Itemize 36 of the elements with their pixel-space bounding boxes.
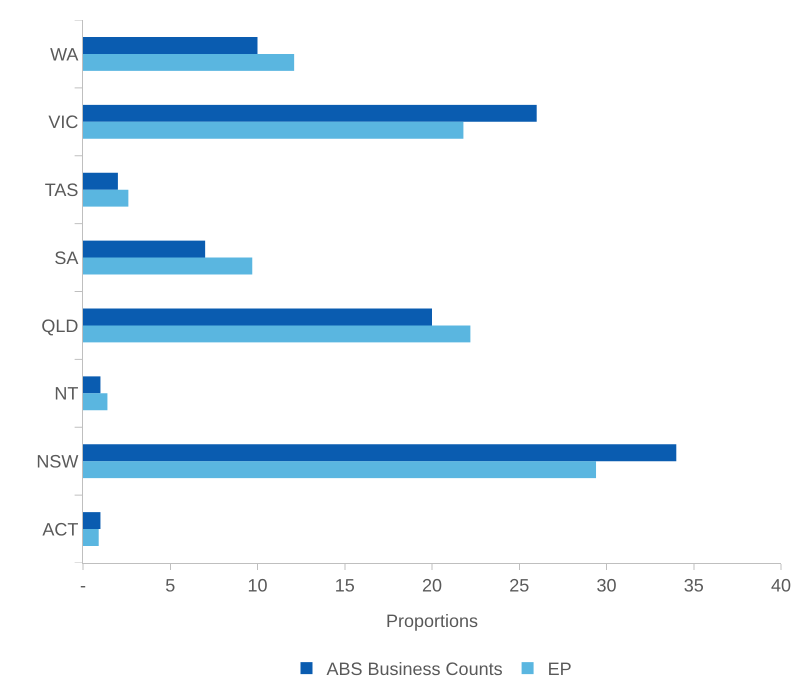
y-tick-label: NT bbox=[54, 384, 78, 404]
y-tick-label: ACT bbox=[42, 519, 78, 540]
x-tick-label: 30 bbox=[596, 576, 617, 596]
bar bbox=[83, 190, 128, 207]
y-tick-label: WA bbox=[50, 44, 78, 64]
bar bbox=[83, 172, 118, 190]
bar bbox=[83, 54, 294, 71]
bar bbox=[83, 393, 108, 410]
bar bbox=[83, 258, 252, 275]
x-tick-label: - bbox=[80, 576, 86, 596]
x-tick-label: 15 bbox=[334, 576, 355, 596]
bar bbox=[83, 461, 596, 478]
x-tick-label: 25 bbox=[509, 576, 530, 596]
bar bbox=[83, 36, 258, 54]
bar bbox=[83, 325, 470, 342]
x-tick-label: 5 bbox=[165, 576, 176, 596]
bar bbox=[83, 529, 99, 546]
y-tick-label: QLD bbox=[41, 316, 78, 336]
bar bbox=[83, 376, 100, 394]
x-tick-label: 40 bbox=[770, 576, 792, 596]
bar bbox=[83, 122, 464, 139]
bar bbox=[83, 104, 537, 122]
x-tick-label: 35 bbox=[684, 576, 704, 596]
y-tick-label: VIC bbox=[48, 112, 78, 132]
y-tick-label: NSW bbox=[36, 451, 78, 472]
bar bbox=[83, 512, 100, 530]
legend-label: EP bbox=[548, 659, 572, 680]
y-tick-label: SA bbox=[54, 248, 78, 268]
x-axis-title: Proportions bbox=[386, 611, 478, 631]
y-tick-label: TAS bbox=[44, 180, 78, 200]
bar bbox=[83, 444, 676, 462]
bar bbox=[83, 240, 206, 258]
bar bbox=[83, 308, 432, 326]
legend-label: ABS Business Counts bbox=[326, 659, 503, 680]
x-tick-label: 10 bbox=[247, 576, 268, 596]
x-tick-label: 20 bbox=[422, 576, 442, 596]
